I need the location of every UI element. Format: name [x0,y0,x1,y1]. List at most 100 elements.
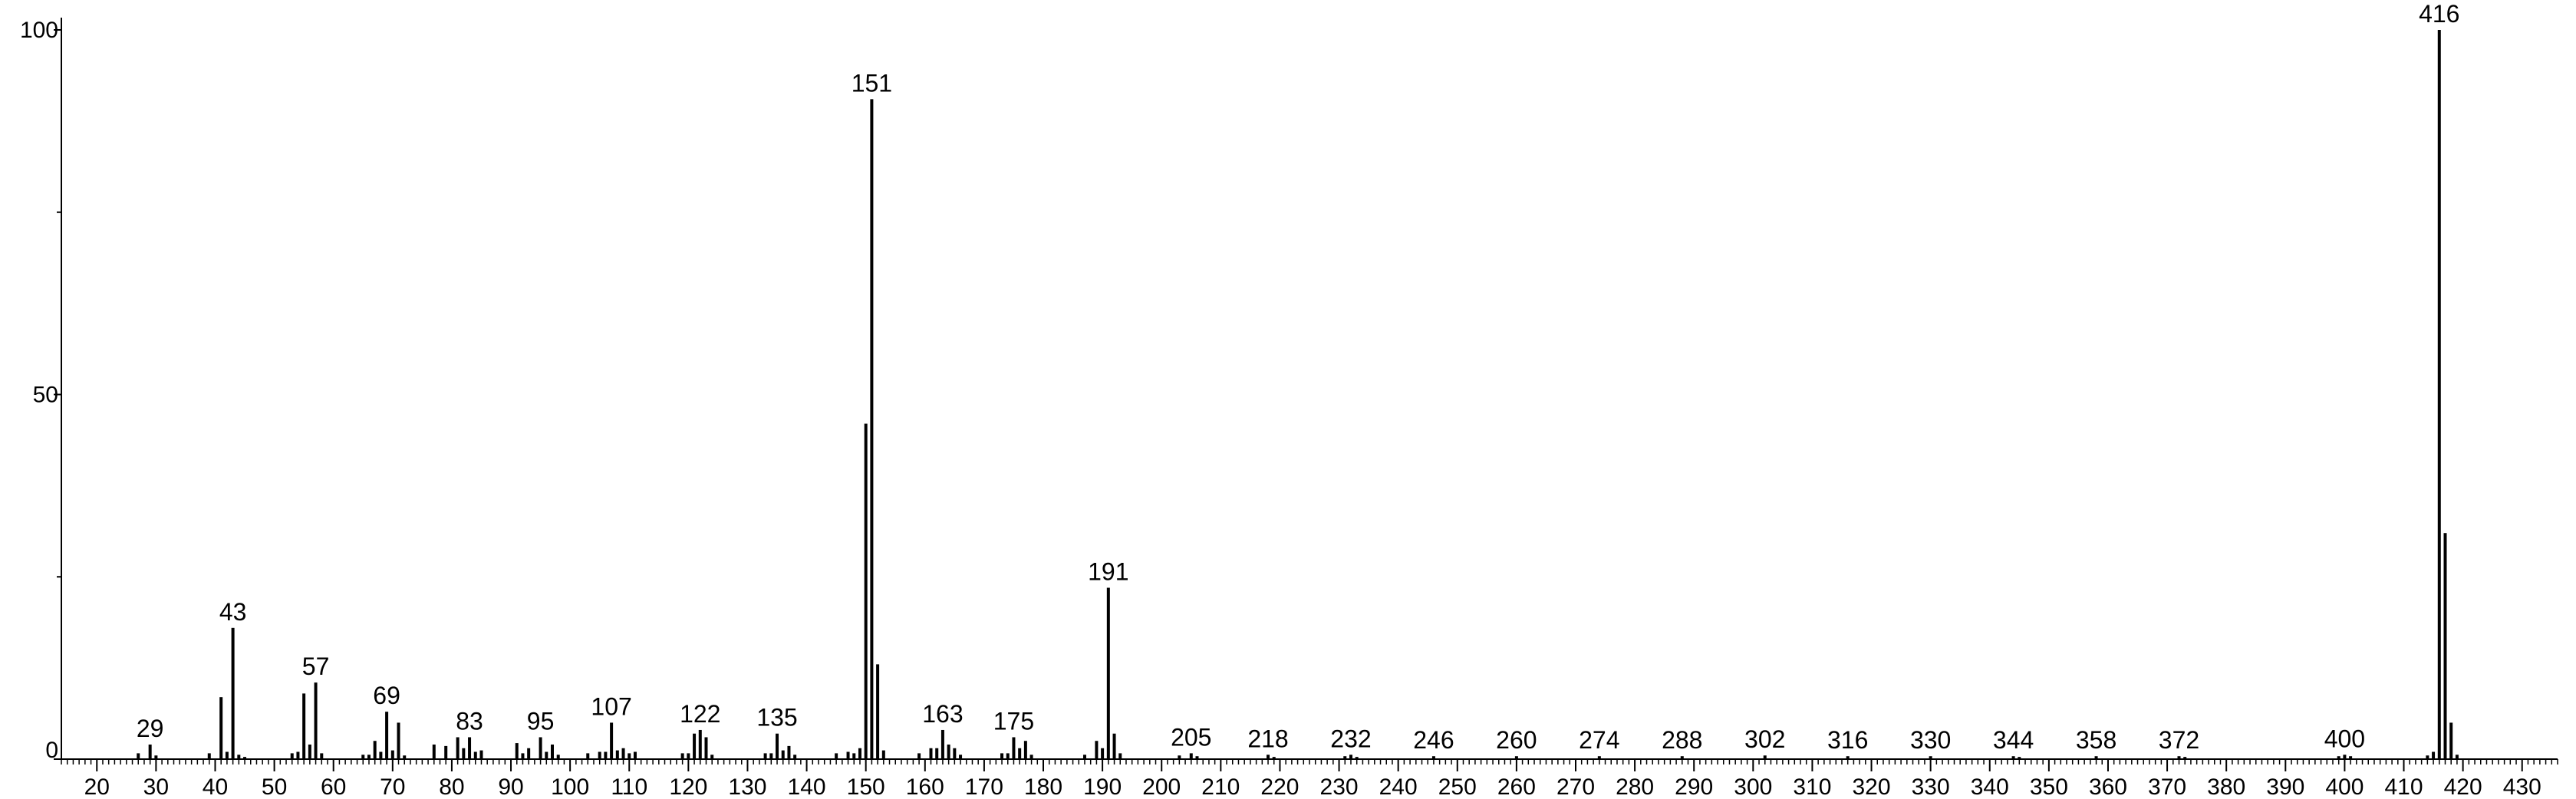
peak [881,750,885,759]
peak-label: 260 [1496,726,1537,754]
peak [308,744,311,759]
peak [137,753,140,759]
x-tick-label: 370 [2148,774,2186,799]
x-tick-label: 410 [2384,774,2423,799]
x-tick-label: 190 [1083,774,1122,799]
peak [479,750,483,759]
peak-label: 57 [302,653,330,680]
peak-label: 29 [137,715,164,742]
peak [947,744,950,759]
peak [154,755,158,759]
x-tick-label: 320 [1853,774,1891,799]
peak [385,712,389,759]
peak [237,755,241,759]
peak [1023,741,1027,759]
peak [763,753,767,759]
peak [390,750,394,759]
x-tick-label: 140 [788,774,826,799]
peak [2443,533,2447,759]
peak [2343,755,2347,759]
peak [1029,755,1033,759]
peak [473,751,477,759]
peak [628,753,631,759]
peak [551,744,555,759]
x-tick-label: 300 [1734,774,1772,799]
peak-label: 302 [1744,725,1785,753]
peak [953,748,957,759]
peak-label: 107 [591,692,631,720]
peak [515,743,519,759]
x-tick-label: 380 [2207,774,2245,799]
peak [468,737,472,759]
peak-label: 175 [993,707,1034,735]
x-tick-label: 360 [2089,774,2127,799]
peak [1012,737,1016,759]
peak [379,751,383,759]
peak [1272,757,1276,759]
x-tick-label: 50 [262,774,287,799]
peak [296,751,300,759]
x-tick-label: 290 [1675,774,1713,799]
peak [397,722,400,759]
y-tick-label: 100 [20,18,58,43]
peak [1355,757,1359,759]
peak [1431,756,1435,759]
peak [852,753,856,759]
peak [864,423,868,759]
peak [598,751,601,759]
peak [1118,753,1122,759]
peak [1343,756,1347,759]
x-tick-label: 180 [1024,774,1062,799]
x-tick-label: 90 [498,774,523,799]
peak-label: 344 [1993,726,2034,754]
peak [521,753,525,759]
peak [1000,753,1004,759]
x-tick-label: 100 [551,774,589,799]
peak [698,729,702,759]
x-tick-label: 160 [906,774,944,799]
peak [2455,755,2459,759]
peak [710,755,714,759]
peak [373,741,377,759]
x-tick-label: 240 [1379,774,1418,799]
peak [290,753,294,759]
peak [456,737,460,759]
peak-label: 69 [373,682,400,709]
x-tick-label: 200 [1142,774,1181,799]
x-tick-label: 80 [439,774,464,799]
x-tick-label: 210 [1201,774,1240,799]
peak [680,753,684,759]
peak [2449,722,2453,759]
x-tick-label: 280 [1616,774,1654,799]
peak [1597,756,1601,759]
peak-label: 135 [756,704,797,732]
peak-label: 205 [1171,723,1211,751]
peak [539,737,542,759]
x-tick-label: 120 [669,774,707,799]
peak [1763,755,1767,759]
peak [403,755,407,759]
x-tick-label: 30 [143,774,169,799]
x-tick-label: 250 [1438,774,1477,799]
peak [2011,756,2015,759]
peak [633,751,637,759]
peak-label: 372 [2159,726,2199,754]
x-tick-label: 60 [321,774,346,799]
x-tick-label: 420 [2444,774,2482,799]
peak-label: 288 [1662,726,1702,754]
peak-label: 151 [852,69,892,97]
peak [787,745,791,759]
peak [1112,733,1116,759]
peak [527,748,531,759]
x-tick-label: 400 [2325,774,2364,799]
y-tick-label: 50 [33,383,58,408]
peak [793,755,797,759]
peak-label: 191 [1088,558,1128,586]
peak [1106,587,1110,759]
peak-label: 122 [680,700,720,728]
peak [556,755,560,759]
peak-label: 218 [1247,725,1288,752]
peak [432,744,436,759]
peak [361,755,365,759]
